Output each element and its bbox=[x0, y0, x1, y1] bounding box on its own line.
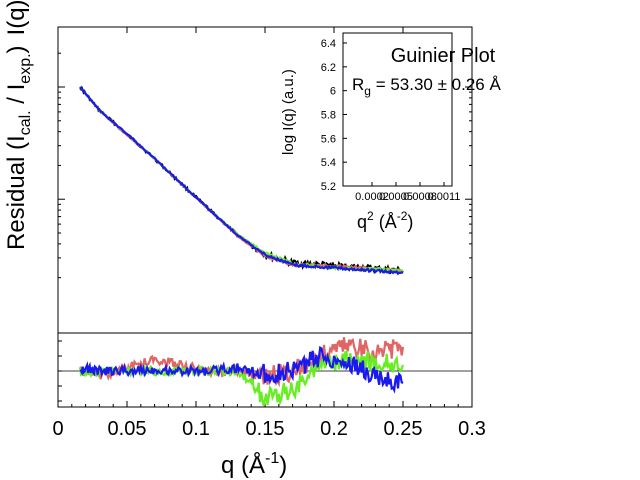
main-x-axis-label: q (Å-1) bbox=[221, 450, 287, 479]
inset-rg-subscript: g bbox=[364, 84, 371, 98]
inset-x-axis-label: q2 (Å-2) bbox=[357, 209, 413, 232]
y-axis-intensity: I(q) (a.u.) bbox=[3, 0, 30, 35]
inset-y-axis-label: log I(q) (a.u.) bbox=[280, 69, 297, 155]
x-tick-label: 0.3 bbox=[458, 418, 486, 440]
inset-x-tick-label: 0.0011 bbox=[428, 191, 461, 203]
main-y-axis-label: Residual (Ical. / Iexp.) I(q) (a.u.) bbox=[3, 0, 34, 250]
inset-x-axis-unit: (Å bbox=[374, 212, 397, 232]
x-tick-label: 0.2 bbox=[320, 418, 348, 440]
y-axis-residual-sub1: cal. bbox=[17, 110, 34, 135]
inset-y-tick-label: 5.4 bbox=[321, 157, 336, 169]
x-axis-end: ) bbox=[279, 452, 287, 479]
inset-ticks: 6.4 6.2 6 5.8 5.6 5.4 5.2 0.00020.00050.00080.0… bbox=[321, 38, 461, 203]
x-tick-label: 0 bbox=[52, 418, 63, 440]
inset-x-axis-q: q bbox=[357, 212, 367, 232]
inset-plot-frame bbox=[342, 32, 453, 187]
x-tick-label: 0.25 bbox=[384, 418, 423, 440]
main-series-group bbox=[79, 85, 404, 276]
inset-x-tick-label: 0.0002 bbox=[355, 191, 389, 203]
residual-series-line-2 bbox=[79, 345, 404, 394]
x-tick-label: 0.15 bbox=[246, 418, 285, 440]
inset-y-tick-label: 6 bbox=[330, 86, 336, 98]
x-tick-label: 0.05 bbox=[108, 418, 147, 440]
inset-rg-symbol: R bbox=[352, 75, 364, 94]
inset-rg-value: = 53.30 ± 0.26 Å bbox=[371, 75, 502, 94]
inset-y-tick-label: 6.4 bbox=[321, 38, 336, 50]
y-axis-residual: Residual (I bbox=[3, 135, 30, 250]
inset-y-tick-label: 5.6 bbox=[321, 133, 336, 145]
main-series-line-3 bbox=[79, 86, 404, 276]
inset-x-axis-unit-sup: -2 bbox=[397, 209, 408, 223]
inset-title: Guinier Plot bbox=[391, 45, 496, 67]
y-axis-residual-end: ) bbox=[3, 45, 30, 53]
y-axis-residual-sub2: exp. bbox=[17, 53, 34, 83]
x-tick-label: 0.1 bbox=[182, 418, 210, 440]
inset-y-tick-label: 5.8 bbox=[321, 110, 336, 122]
x-axis-sup: -1 bbox=[265, 450, 279, 467]
inset-x-tick-label: 0.0008 bbox=[403, 191, 437, 203]
inset-x-axis-sup: 2 bbox=[367, 209, 374, 223]
main-y-ticks bbox=[58, 52, 472, 402]
y-axis-residual-mid: / I bbox=[3, 84, 30, 111]
inset-x-axis-end: ) bbox=[407, 212, 413, 232]
inset-rg-text: Rg = 53.30 ± 0.26 Å bbox=[352, 75, 501, 98]
x-axis-q: q (Å bbox=[221, 451, 265, 479]
inset-y-tick-label: 6.2 bbox=[321, 62, 336, 74]
residual-series-group bbox=[79, 337, 405, 407]
x-ticks: 0 0.05 0.1 0.15 0.2 0.25 0.3 bbox=[52, 27, 486, 440]
inset-y-tick-label: 5.2 bbox=[321, 181, 336, 193]
inset-x-tick-label: 0.0005 bbox=[379, 191, 413, 203]
